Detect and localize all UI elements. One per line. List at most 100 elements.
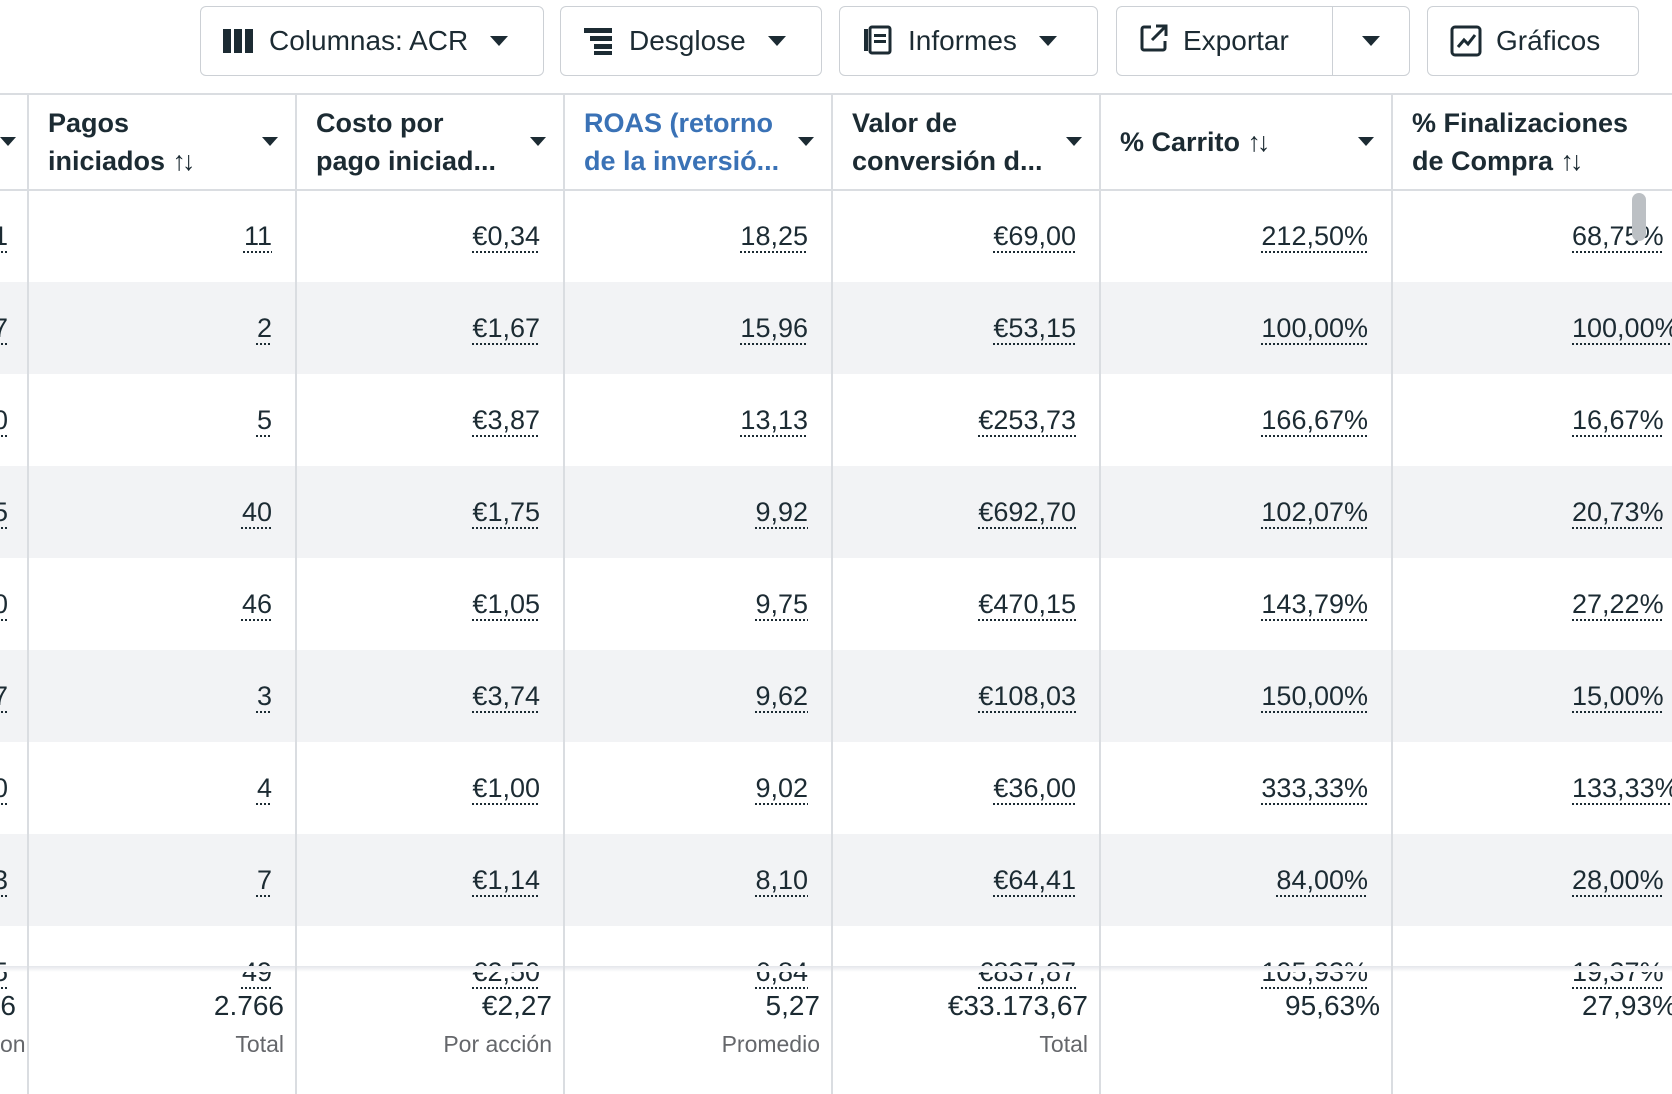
table-cell[interactable]: 166,67% <box>1261 404 1368 435</box>
table-cell[interactable]: 11 <box>243 220 272 251</box>
column-header[interactable]: Valor de conversión d... <box>832 93 1100 190</box>
table-cell[interactable]: 212,50% <box>1261 220 1368 251</box>
table-cell[interactable]: 68,75% <box>1572 220 1664 251</box>
table-cell[interactable]: €3,87 <box>472 404 540 435</box>
footer-total-cell: 2.766 Total <box>28 988 284 1088</box>
table-cell[interactable]: 9,92 <box>755 496 808 527</box>
table-cell[interactable]: 3 <box>256 680 272 711</box>
table-cell[interactable]: 84,00% <box>1276 864 1368 895</box>
table-cell[interactable]: 143,79% <box>1261 588 1368 619</box>
table-cell[interactable]: 16,67% <box>1572 404 1664 435</box>
table-cell[interactable]: €108,03 <box>978 680 1076 711</box>
table-cell[interactable]: €53,15 <box>993 312 1076 343</box>
table-row[interactable]: 7 3 €3,74 9,62 €108,03 150,00% 15,00% <box>0 650 1672 742</box>
table-cell-clipped[interactable]: 7 <box>0 312 8 343</box>
table-cell[interactable]: €69,00 <box>993 220 1076 251</box>
column-divider[interactable] <box>1391 93 1393 1094</box>
chevron-down-icon[interactable] <box>798 137 814 146</box>
column-header[interactable]: Pagos iniciados ↑↓ <box>28 93 296 190</box>
chevron-down-icon[interactable] <box>530 137 546 146</box>
breakdown-icon <box>583 25 615 57</box>
table-cell[interactable]: 27,22% <box>1572 588 1664 619</box>
table-row[interactable]: 3 7 €1,14 8,10 €64,41 84,00% 28,00% <box>0 834 1672 926</box>
table-cell[interactable]: 4 <box>256 772 272 803</box>
sort-arrows-icon[interactable]: ↑↓ <box>1247 126 1271 157</box>
column-divider[interactable] <box>295 93 297 1094</box>
table-cell[interactable]: 8,10 <box>755 864 808 895</box>
table-cell[interactable]: €1,00 <box>472 772 540 803</box>
table-row[interactable]: 7 2 €1,67 15,96 €53,15 100,00% 100,00% <box>0 282 1672 374</box>
table-row[interactable]: 5 40 €1,75 9,92 €692,70 102,07% 20,73% <box>0 466 1672 558</box>
reports-button[interactable]: Informes <box>839 6 1098 76</box>
table-cell[interactable]: €692,70 <box>978 496 1076 527</box>
column-header-clipped[interactable] <box>0 93 28 190</box>
table-cell[interactable]: 9,75 <box>755 588 808 619</box>
table-cell[interactable]: 5 <box>256 404 272 435</box>
column-header[interactable]: % Finalizaciones de Compra ↑↓ <box>1392 93 1672 190</box>
columns-button[interactable]: Columnas: ACR <box>200 6 544 76</box>
table-cell[interactable]: 28,00% <box>1572 864 1664 895</box>
table-cell-clipped[interactable]: 1 <box>0 220 8 251</box>
table-cell[interactable]: 40 <box>241 496 272 527</box>
table-row[interactable]: 0 4 €1,00 9,02 €36,00 333,33% 133,33% <box>0 742 1672 834</box>
charts-button[interactable]: Gráficos <box>1427 6 1639 76</box>
column-divider[interactable] <box>1099 93 1101 1094</box>
column-divider[interactable] <box>831 93 833 1094</box>
footer-label: Promedio <box>721 1031 820 1057</box>
column-header[interactable]: % Carrito ↑↓ <box>1100 93 1392 190</box>
table-cell[interactable]: 150,00% <box>1261 680 1368 711</box>
chevron-down-icon[interactable] <box>1066 137 1082 146</box>
table-cell-clipped[interactable]: 0 <box>0 404 8 435</box>
table-cell[interactable]: €253,73 <box>978 404 1076 435</box>
table-cell[interactable]: €64,41 <box>993 864 1076 895</box>
table-row[interactable]: 0 46 €1,05 9,75 €470,15 143,79% 27,22% <box>0 558 1672 650</box>
table-cell[interactable]: 333,33% <box>1261 772 1368 803</box>
table-cell[interactable]: 102,07% <box>1261 496 1368 527</box>
table-cell-clipped[interactable]: 3 <box>0 864 8 895</box>
column-divider[interactable] <box>563 93 565 1094</box>
table-row[interactable]: 0 5 €3,87 13,13 €253,73 166,67% 16,67% <box>0 374 1672 466</box>
table-cell[interactable]: 133,33% <box>1572 772 1672 803</box>
table-cell-clipped[interactable]: 5 <box>0 496 8 527</box>
table-cell[interactable]: €1,05 <box>472 588 540 619</box>
table-cell[interactable]: €3,74 <box>472 680 540 711</box>
breakdown-button[interactable]: Desglose <box>560 6 822 76</box>
table-cell[interactable]: 7 <box>256 864 272 895</box>
sort-arrows-icon[interactable]: ↑↓ <box>1560 145 1584 176</box>
export-split-button: Exportar <box>1116 6 1410 76</box>
sort-arrows-icon[interactable]: ↑↓ <box>172 145 196 176</box>
table-cell[interactable]: 100,00% <box>1572 312 1672 343</box>
table-cell[interactable]: €0,34 <box>472 220 540 251</box>
charts-button-label: Gráficos <box>1496 25 1601 56</box>
table-cell[interactable]: €1,14 <box>472 864 540 895</box>
table-cell[interactable]: €1,67 <box>472 312 540 343</box>
export-dropdown-button[interactable] <box>1333 7 1409 75</box>
table-cell-clipped[interactable]: 7 <box>0 680 8 711</box>
column-divider[interactable] <box>27 93 29 1094</box>
table-cell[interactable]: €36,00 <box>993 772 1076 803</box>
table-cell[interactable]: 46 <box>241 588 272 619</box>
vertical-scrollbar-thumb[interactable] <box>1632 193 1646 241</box>
table-row[interactable]: 1 11 €0,34 18,25 €69,00 212,50% 68,75% <box>0 190 1672 282</box>
table-cell-clipped[interactable]: 0 <box>0 772 8 803</box>
table-cell[interactable]: 9,02 <box>755 772 808 803</box>
column-header[interactable]: Costo por pago iniciad... <box>296 93 564 190</box>
table-cell[interactable]: 9,62 <box>755 680 808 711</box>
export-button[interactable]: Exportar <box>1117 7 1333 75</box>
toolbar: Columnas: ACR Desglose Informes Exportar <box>0 0 1672 92</box>
table-cell[interactable]: 15,00% <box>1572 680 1664 711</box>
column-header[interactable]: ROAS (retorno de la inversió... <box>564 93 832 190</box>
table-cell[interactable]: €470,15 <box>978 588 1076 619</box>
table-cell-clipped[interactable]: 0 <box>0 588 8 619</box>
table-cell[interactable]: 100,00% <box>1261 312 1368 343</box>
table-cell[interactable]: 2 <box>256 312 272 343</box>
external-link-icon <box>1139 23 1169 60</box>
table-cell[interactable]: 18,25 <box>740 220 808 251</box>
table-cell[interactable]: €1,75 <box>472 496 540 527</box>
chevron-down-icon[interactable] <box>1358 137 1374 146</box>
table-cell[interactable]: 15,96 <box>740 312 808 343</box>
footer-value: 2.766 <box>213 990 284 1021</box>
table-cell[interactable]: 13,13 <box>740 404 808 435</box>
table-cell[interactable]: 20,73% <box>1572 496 1664 527</box>
chevron-down-icon[interactable] <box>262 137 278 146</box>
